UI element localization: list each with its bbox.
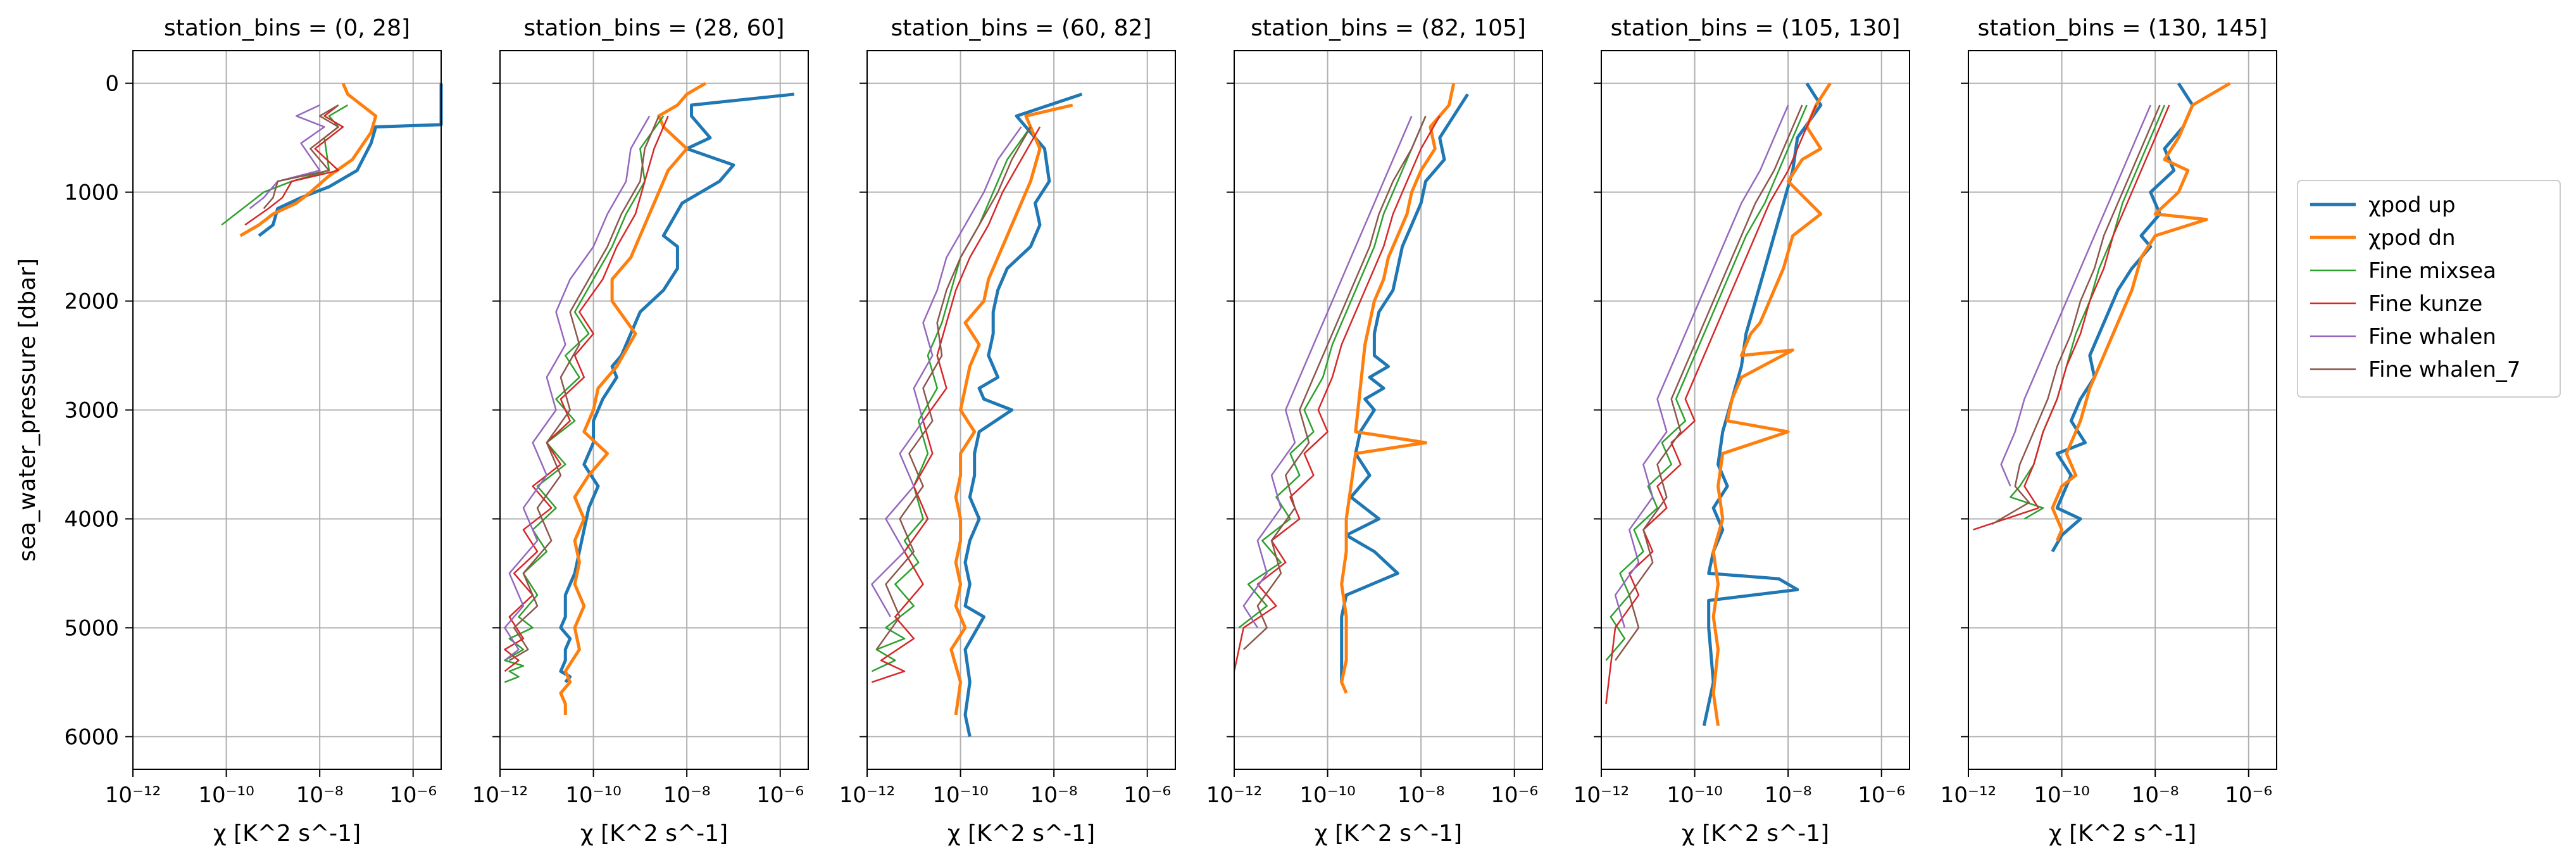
series-line--pod-up xyxy=(1340,93,1470,683)
series-line-Fine-whalen_7 xyxy=(509,115,660,662)
legend-label: χpod up xyxy=(2368,192,2456,218)
panel-title: station_bins = (0, 28] xyxy=(164,15,410,41)
legend-label: Fine kunze xyxy=(2368,291,2482,317)
series-line-Fine-whalen_7 xyxy=(875,126,1032,650)
x-axis-label: χ [K^2 s^-1] xyxy=(2049,821,2196,847)
x-tick-label: 10⁻¹⁰ xyxy=(1299,783,1355,808)
panel-title: station_bins = (60, 82] xyxy=(891,15,1152,41)
x-tick-label: 10⁻¹² xyxy=(1573,783,1629,808)
x-tick-label: 10⁻⁸ xyxy=(296,783,344,808)
series-line--pod-dn xyxy=(559,82,706,715)
y-tick-label: 5000 xyxy=(64,615,119,641)
x-tick-label: 10⁻¹² xyxy=(105,783,161,808)
legend-label: Fine mixsea xyxy=(2368,258,2496,284)
y-tick-label: 4000 xyxy=(64,507,119,532)
x-tick-label: 10⁻¹⁰ xyxy=(198,783,254,808)
series-line-Fine-kunze xyxy=(244,104,344,226)
y-tick-label: 1000 xyxy=(64,180,119,206)
x-tick-label: 10⁻⁸ xyxy=(1765,783,1812,808)
series-line-Fine-whalen xyxy=(2000,104,2151,487)
x-tick-label: 10⁻¹⁰ xyxy=(2034,783,2089,808)
series-line-Fine-mixsea xyxy=(2010,104,2166,520)
legend-label: χpod dn xyxy=(2368,225,2456,251)
x-axis-label: χ [K^2 s^-1] xyxy=(1315,821,1462,847)
y-tick-label: 3000 xyxy=(64,398,119,424)
series-line--pod-up xyxy=(258,83,443,237)
legend-box xyxy=(2297,180,2561,398)
series-line--pod-up xyxy=(1702,82,1823,726)
series-line--pod-up xyxy=(559,92,795,684)
series-line-Fine-mixsea xyxy=(504,115,665,683)
x-tick-label: 10⁻⁸ xyxy=(1030,783,1078,808)
series-line-Fine-whalen xyxy=(1614,104,1789,628)
x-tick-label: 10⁻¹² xyxy=(1941,783,1996,808)
series-line-Fine-kunze xyxy=(1233,115,1441,672)
series-line-Fine-mixsea xyxy=(1238,115,1427,629)
x-tick-label: 10⁻⁶ xyxy=(1491,783,1538,808)
series-line-Fine-kunze xyxy=(1605,104,1817,704)
series-line-Fine-mixsea xyxy=(871,126,1032,672)
series-line-Fine-whalen xyxy=(249,104,325,210)
x-axis-label: χ [K^2 s^-1] xyxy=(213,821,361,847)
panel-title: station_bins = (130, 145] xyxy=(1978,15,2268,41)
series-line-Fine-whalen_7 xyxy=(263,104,339,210)
x-tick-label: 10⁻¹⁰ xyxy=(1666,783,1722,808)
x-axis-label: χ [K^2 s^-1] xyxy=(580,821,728,847)
series-line-Fine-mixsea xyxy=(1605,104,1808,661)
series-line-Fine-whalen xyxy=(1242,115,1413,629)
x-tick-label: 10⁻⁸ xyxy=(663,783,711,808)
y-tick-label: 6000 xyxy=(64,724,119,750)
y-tick-label: 0 xyxy=(105,72,119,97)
x-axis-label: χ [K^2 s^-1] xyxy=(947,821,1095,847)
y-tick-label: 2000 xyxy=(64,289,119,315)
x-tick-label: 10⁻⁶ xyxy=(389,783,437,808)
series-line--pod-dn xyxy=(1711,82,1832,726)
x-tick-label: 10⁻¹² xyxy=(1206,783,1262,808)
series-line--pod-up xyxy=(963,92,1083,737)
panel-title: station_bins = (28, 60] xyxy=(524,15,785,41)
series-line--pod-dn xyxy=(2051,82,2231,541)
y-axis-label: sea_water_pressure [dbar] xyxy=(15,258,41,562)
x-tick-label: 10⁻¹² xyxy=(472,783,528,808)
panel-title: station_bins = (82, 105] xyxy=(1251,15,1526,41)
legend-label: Fine whalen_7 xyxy=(2368,357,2521,382)
x-tick-label: 10⁻⁸ xyxy=(1397,783,1445,808)
x-tick-label: 10⁻⁶ xyxy=(1858,783,1905,808)
series-line--pod-dn xyxy=(1340,83,1456,694)
x-tick-label: 10⁻⁶ xyxy=(756,783,804,808)
x-tick-label: 10⁻¹⁰ xyxy=(565,783,621,808)
series-line-Fine-whalen_7 xyxy=(1242,115,1427,650)
series-line-Fine-kunze xyxy=(872,126,1041,683)
x-axis-label: χ [K^2 s^-1] xyxy=(1682,821,1829,847)
x-tick-label: 10⁻⁶ xyxy=(2225,783,2272,808)
legend-label: Fine whalen xyxy=(2368,324,2496,350)
x-tick-label: 10⁻¹⁰ xyxy=(932,783,988,808)
series-line--pod-up xyxy=(2051,82,2194,553)
series-line-Fine-whalen_7 xyxy=(1615,104,1803,661)
series-line-Fine-whalen xyxy=(504,115,651,661)
series-line-Fine-whalen xyxy=(871,126,1022,617)
x-tick-label: 10⁻¹² xyxy=(839,783,895,808)
panel-title: station_bins = (105, 130] xyxy=(1611,15,1901,41)
x-tick-label: 10⁻⁸ xyxy=(2132,783,2179,808)
series-line-Fine-kunze xyxy=(1973,104,2170,531)
series-line--pod-dn xyxy=(949,103,1073,715)
series-line-Fine-whalen_7 xyxy=(1991,104,2161,526)
x-tick-label: 10⁻⁶ xyxy=(1123,783,1171,808)
series-line--pod-dn xyxy=(239,82,378,237)
